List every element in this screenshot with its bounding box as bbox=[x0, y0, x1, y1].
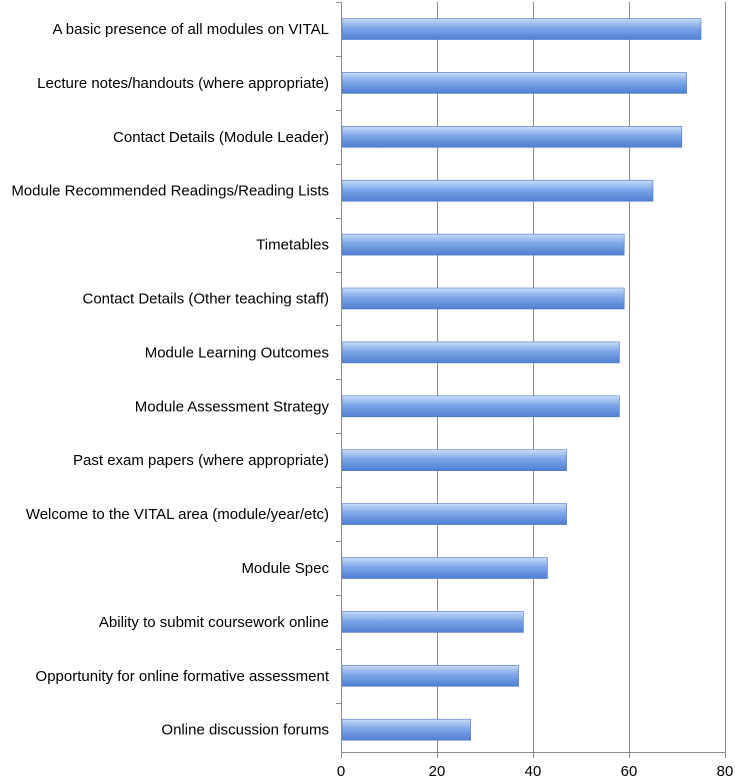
bar-3 bbox=[341, 126, 683, 148]
category-label-7: Module Learning Outcomes bbox=[145, 344, 329, 361]
category-label-9: Past exam papers (where appropriate) bbox=[73, 452, 329, 469]
x-tick-label-0: 0 bbox=[337, 763, 345, 780]
bars bbox=[341, 18, 702, 741]
category-label-5: Timetables bbox=[256, 237, 329, 254]
category-label-6: Contact Details (Other teaching staff) bbox=[82, 291, 329, 308]
bar-4 bbox=[341, 179, 654, 202]
bar-11 bbox=[341, 557, 548, 579]
x-tick-label-20: 20 bbox=[429, 763, 446, 780]
bar-14 bbox=[341, 718, 471, 741]
category-labels: A basic presence of all modules on VITAL… bbox=[11, 21, 330, 739]
category-label-12: Ability to submit coursework online bbox=[99, 614, 329, 631]
bar-12 bbox=[341, 611, 524, 633]
bar-8 bbox=[341, 395, 620, 418]
bar-13 bbox=[341, 664, 519, 687]
bar-1 bbox=[341, 18, 702, 40]
x-tick-label-60: 60 bbox=[621, 763, 638, 780]
category-label-4: Module Recommended Readings/Reading List… bbox=[11, 183, 329, 200]
x-tick-label-80: 80 bbox=[717, 763, 734, 780]
category-label-11: Module Spec bbox=[241, 560, 329, 577]
category-label-1: A basic presence of all modules on VITAL bbox=[52, 21, 329, 38]
category-label-13: Opportunity for online formative assessm… bbox=[36, 668, 330, 685]
bar-7 bbox=[341, 341, 620, 364]
category-label-10: Welcome to the VITAL area (module/year/e… bbox=[26, 506, 329, 523]
bar-10 bbox=[341, 503, 567, 525]
bar-5 bbox=[341, 233, 625, 256]
x-axis: 0 20 40 60 80 bbox=[336, 2, 733, 780]
category-label-2: Lecture notes/handouts (where appropriat… bbox=[37, 75, 329, 92]
bar-2 bbox=[341, 72, 687, 94]
category-label-3: Contact Details (Module Leader) bbox=[113, 129, 329, 146]
x-tick-label-40: 40 bbox=[525, 763, 542, 780]
gridlines bbox=[437, 2, 726, 752]
category-label-8: Module Assessment Strategy bbox=[135, 398, 330, 415]
bar-9 bbox=[341, 449, 567, 472]
category-label-14: Online discussion forums bbox=[161, 722, 329, 739]
bar-6 bbox=[341, 287, 625, 310]
